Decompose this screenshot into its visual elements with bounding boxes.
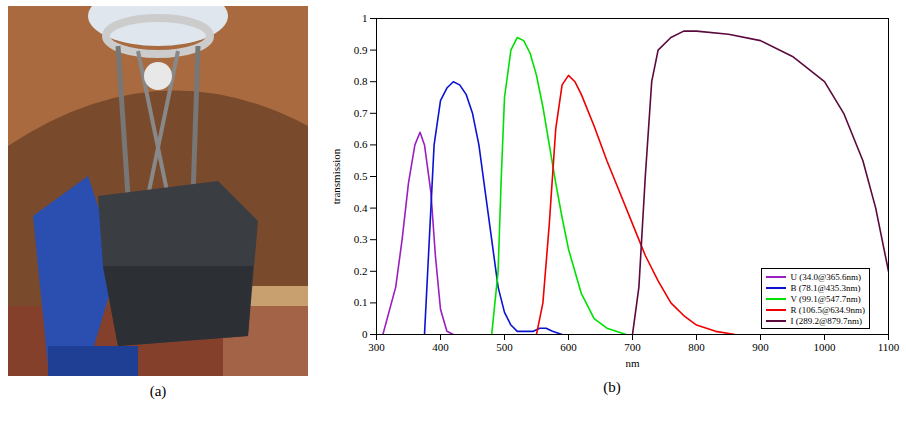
svg-text:transmission: transmission [330,148,342,204]
html-text:R (106.5@634.9nm): R (106.5@634.9nm) [790,304,865,315]
svg-text:0: 0 [362,328,368,340]
svg-text:0.4: 0.4 [354,202,368,214]
svg-text:300: 300 [368,341,385,353]
svg-text:0.1: 0.1 [354,296,368,308]
svg-text:0.7: 0.7 [354,107,368,119]
html-text:I (289.2@879.7nm): I (289.2@879.7nm) [790,315,862,326]
html-text:(b): (b) [603,379,621,395]
svg-text:0.9: 0.9 [354,44,368,56]
svg-text:0.3: 0.3 [354,233,368,245]
svg-text:400: 400 [432,341,449,353]
svg-text:900: 900 [752,341,769,353]
html-text:B (78.1@435.3nm): B (78.1@435.3nm) [790,282,861,293]
svg-text:0.8: 0.8 [354,75,368,87]
html-text:V (99.1@547.7nm): V (99.1@547.7nm) [790,293,861,304]
svg-text:nm: nm [625,357,640,369]
html-text:U (34.0@365.6nm): U (34.0@365.6nm) [790,271,861,282]
html-text:(a): (a) [149,383,167,399]
svg-text:0.5: 0.5 [354,170,368,182]
svg-text:1100: 1100 [878,341,900,353]
svg-text:0.6: 0.6 [354,138,368,150]
svg-text:1: 1 [362,12,368,24]
svg-text:600: 600 [560,341,577,353]
svg-text:500: 500 [496,341,513,353]
svg-text:1000: 1000 [814,341,837,353]
svg-text:0.2: 0.2 [354,265,368,277]
svg-text:700: 700 [624,341,641,353]
svg-text:800: 800 [688,341,705,353]
